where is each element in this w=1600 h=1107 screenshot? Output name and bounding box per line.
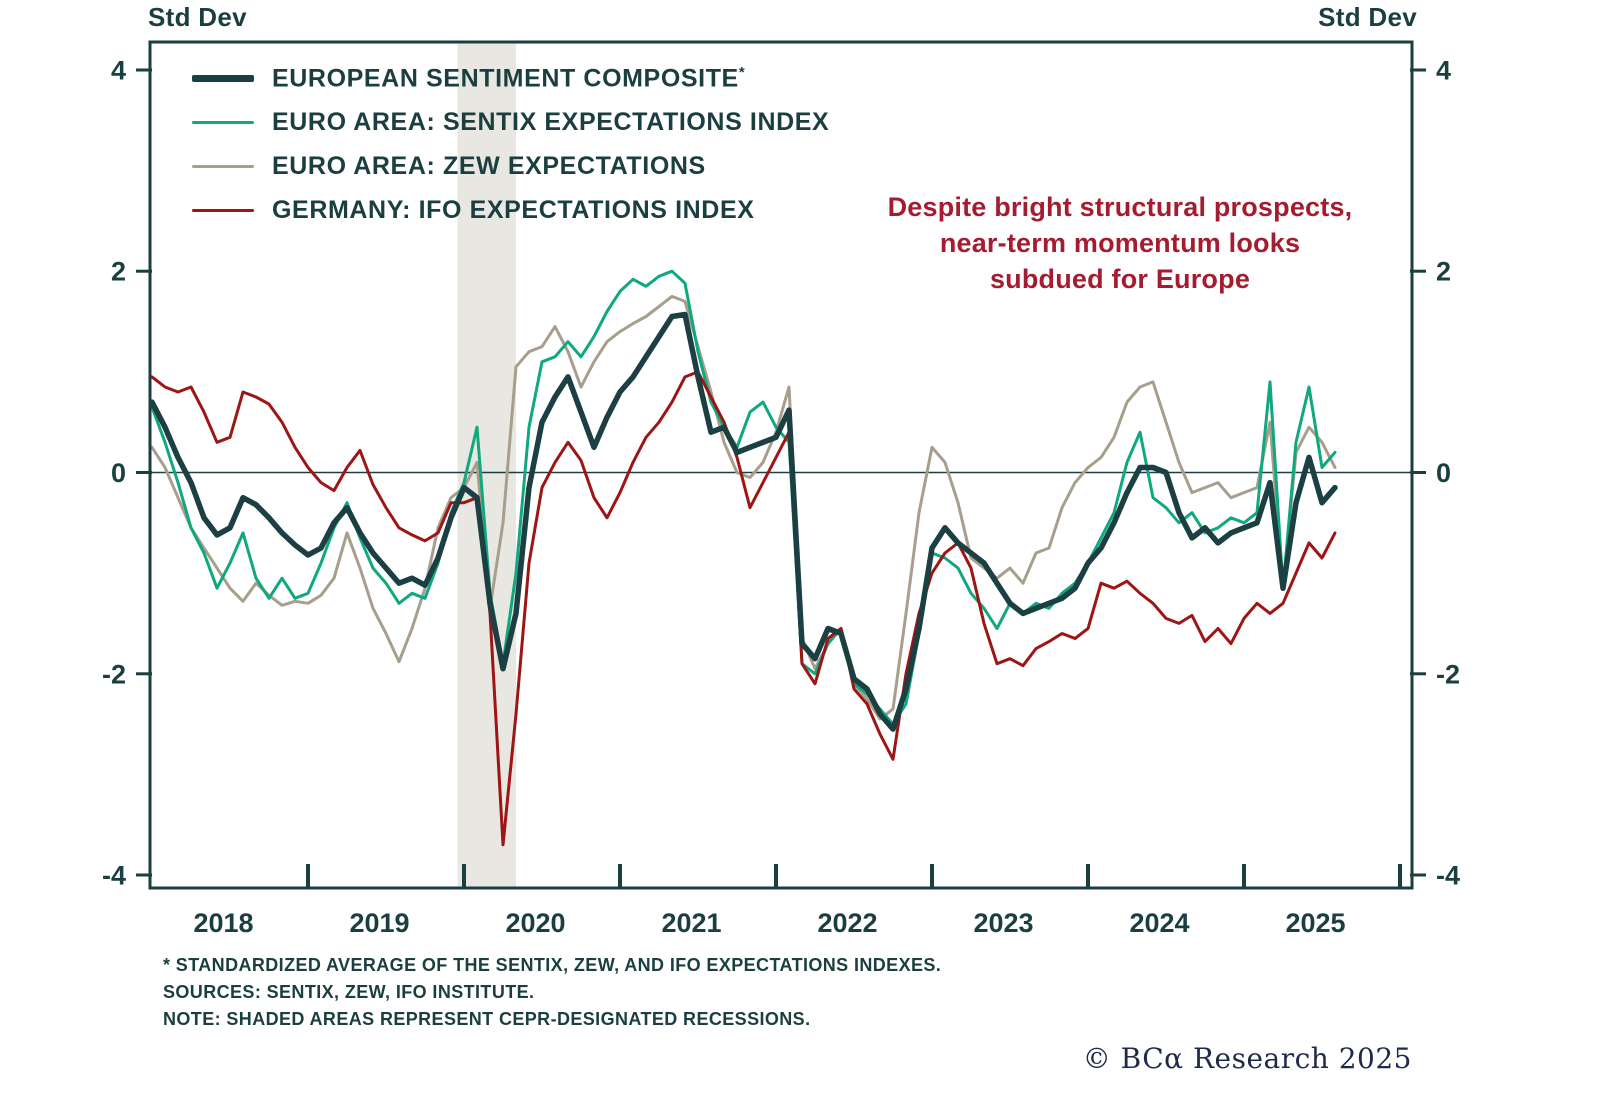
x-tick-label: 2021 [661,908,721,938]
footnote-note: NOTE: SHADED AREAS REPRESENT CEPR-DESIGN… [163,1009,811,1029]
y-tick-label-left: 0 [111,458,126,488]
x-tick-label: 2018 [193,908,253,938]
y-tick-label-left: -2 [102,659,126,689]
y-tick-label-right: -4 [1436,860,1460,890]
legend-swatch-ifo [192,208,254,213]
footnotes: * STANDARDIZED AVERAGE OF THE SENTIX, ZE… [163,952,941,1033]
series-line-0 [149,311,1338,732]
series-line-1 [150,269,1337,726]
legend-label-sentix: EURO AREA: SENTIX EXPECTATIONS INDEX [272,108,830,136]
footnote-standardized: * STANDARDIZED AVERAGE OF THE SENTIX, ZE… [163,955,942,975]
series-line-2 [150,294,1337,721]
x-tick-label: 2024 [1129,908,1189,938]
plot-border [148,40,1414,890]
x-tick-label: 2022 [817,908,877,938]
x-tick-label: 2025 [1285,908,1345,938]
legend-swatch-sentix [192,120,254,125]
y-tick-label-left: 2 [111,257,126,287]
legend-swatch-composite [192,75,254,82]
annotation-line-1: Despite bright structural prospects, [887,192,1353,222]
legend-item-composite: EUROPEAN SENTIMENT COMPOSITE* [192,62,829,95]
series-line-3 [150,370,1337,847]
chart-legend: EUROPEAN SENTIMENT COMPOSITE* EURO AREA:… [192,62,829,238]
legend-label-zew: EURO AREA: ZEW EXPECTATIONS [272,152,706,180]
chart-annotation: Despite bright structural prospects, nea… [855,190,1385,298]
y-tick-label-right: -2 [1436,659,1460,689]
footnote-sources: SOURCES: SENTIX, ZEW, IFO INSTITUTE. [163,982,535,1002]
legend-swatch-zew [192,164,254,169]
legend-item-sentix: EURO AREA: SENTIX EXPECTATIONS INDEX [192,106,829,139]
y-axis-title-right: Std Dev [1318,2,1417,32]
y-axis-title-left: Std Dev [148,2,247,32]
y-tick-label-left: -4 [102,860,126,890]
x-tick-label: 2023 [973,908,1033,938]
legend-label-ifo: GERMANY: IFO EXPECTATIONS INDEX [272,196,755,224]
y-tick-label-left: 4 [111,55,126,85]
y-tick-label-right: 4 [1436,55,1451,85]
legend-label-composite: EUROPEAN SENTIMENT COMPOSITE* [272,63,746,93]
copyright-text: © BCα Research 2025 [1082,1042,1412,1075]
annotation-line-2: near-term momentum looks [939,227,1301,258]
sentiment-line-chart: 4 4 2 2 0 0 -2 -2 -4 -4 2018 2019 2020 2021 2022 2023 20… [102,40,1460,938]
x-tick-label: 2019 [349,908,409,938]
legend-item-ifo: GERMANY: IFO EXPECTATIONS INDEX [192,194,829,227]
x-tick-label: 2020 [505,908,565,938]
y-tick-label-right: 0 [1436,458,1451,488]
annotation-line-3: subdued for Europe [989,263,1251,294]
y-tick-label-right: 2 [1436,257,1451,287]
legend-item-zew: EURO AREA: ZEW EXPECTATIONS [192,150,829,183]
copyright: © BCα Research 2025 [1083,1042,1412,1075]
